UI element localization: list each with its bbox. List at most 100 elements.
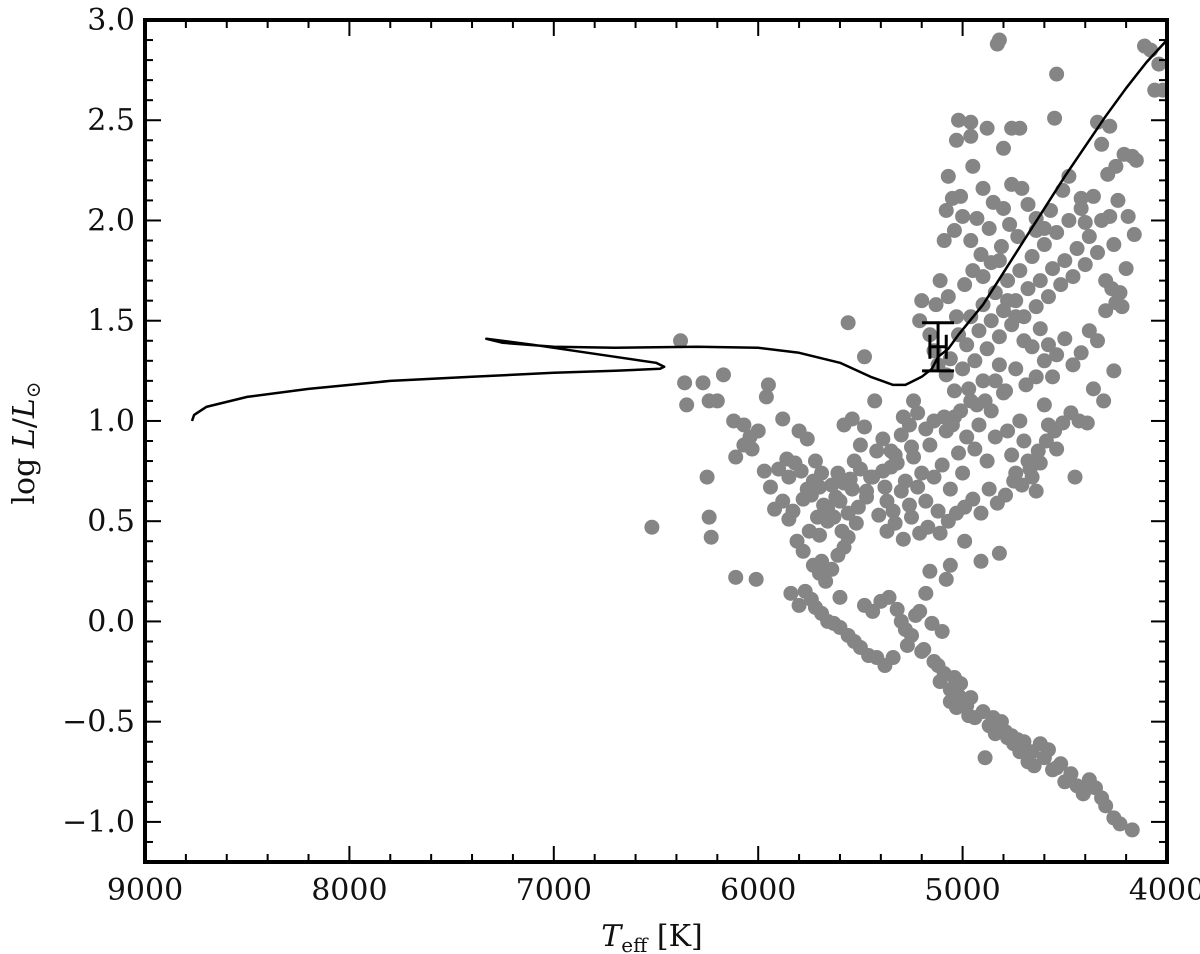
data-point [1032,321,1048,337]
data-point [910,479,926,495]
data-point [895,409,911,425]
data-point [971,417,987,433]
y-tick-label: 0.0 [87,604,135,639]
y-axis-label-l1: L [7,428,42,449]
data-point [1102,118,1118,134]
x-tick-label: 4000 [1129,873,1200,908]
data-point [993,239,1009,255]
data-point [981,220,997,236]
data-point [998,487,1014,503]
data-point [908,607,924,623]
data-point [728,569,744,585]
data-point [961,708,977,724]
data-point [1057,253,1073,269]
data-point [989,36,1005,52]
data-point [932,525,948,541]
data-point [875,431,891,447]
data-point [846,453,862,469]
data-point [1077,214,1093,230]
data-point [1077,782,1093,798]
data-point [791,597,807,613]
data-point [1100,166,1116,182]
data-point [840,315,856,331]
data-point [728,449,744,465]
data-point [979,453,995,469]
data-point [709,393,725,409]
x-tick-label: 7000 [516,873,592,908]
data-point [850,499,866,515]
data-point [1040,337,1056,353]
data-point [795,543,811,559]
data-point [922,327,938,343]
data-point [899,637,915,653]
data-point [918,493,934,509]
data-point [967,441,983,457]
data-point [1112,816,1128,832]
data-point [979,120,995,136]
data-point [1155,82,1167,98]
y-tick-label: 2.5 [87,103,135,138]
data-point [932,273,948,289]
data-point [1098,303,1114,319]
data-point [1151,56,1167,72]
x-axis-label-sub: eff [621,933,649,954]
data-point [1032,273,1048,289]
data-point [957,277,973,293]
data-point [863,469,879,485]
x-tick-labels: 9000 8000 7000 6000 5000 4000 [107,873,1200,908]
data-point [1126,227,1142,243]
data-point [781,511,797,527]
data-point [677,375,693,391]
data-point [673,333,689,349]
data-point [1024,339,1040,355]
data-point [1118,261,1134,277]
data-point [1077,257,1093,273]
data-point [820,501,836,517]
data-point [814,553,830,569]
y-axis-label-l2: L [7,398,42,419]
data-point [973,553,989,569]
data-point [775,411,791,427]
data-point [895,531,911,547]
data-point [1016,433,1032,449]
data-point [897,473,913,489]
data-point [1069,241,1085,257]
evolutionary-track [190,39,1167,422]
data-point [750,423,766,439]
data-point [959,429,975,445]
data-point [771,461,787,477]
data-point [679,397,695,413]
data-point [824,561,840,577]
data-point [1071,413,1087,429]
data-point [1057,331,1073,347]
data-point [963,128,979,144]
data-point [1061,168,1077,184]
data-point [1028,299,1044,315]
data-point [969,210,985,226]
data-point [951,112,967,128]
data-point [969,397,985,413]
data-point [1022,461,1038,477]
data-point [1020,196,1036,212]
data-point [1055,182,1071,198]
data-point [983,313,999,329]
data-point [1055,415,1071,431]
data-point [856,349,872,365]
data-point [1000,423,1016,439]
data-point [940,168,956,184]
data-point [1049,760,1065,776]
data-point [736,417,752,433]
data-point [1063,766,1079,782]
data-point [715,367,731,383]
data-point [948,309,964,325]
data-point [918,421,934,437]
data-point [973,505,989,521]
y-tick-label: 3.0 [87,3,135,38]
data-point [889,601,905,617]
data-point [901,497,917,513]
data-point [906,449,922,465]
data-point [928,297,944,313]
data-point [1004,447,1020,463]
data-point [981,481,997,497]
data-point [812,527,828,543]
